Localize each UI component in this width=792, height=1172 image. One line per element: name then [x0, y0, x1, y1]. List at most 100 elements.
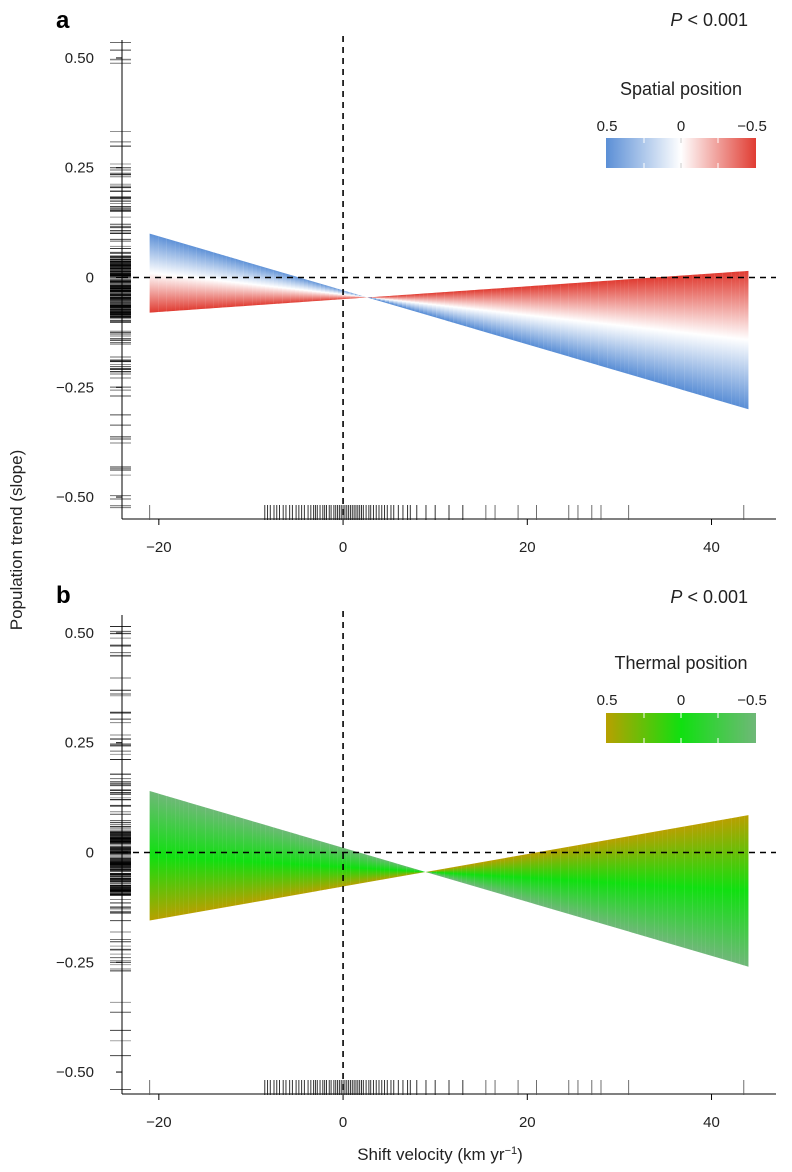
fan-segment [158, 236, 163, 313]
fan-segment [363, 853, 368, 883]
fan-segment [286, 273, 291, 304]
fan-segment [508, 287, 514, 341]
fan-segment [367, 855, 373, 883]
fan-segment [726, 272, 732, 405]
fan-segment [521, 286, 527, 345]
fan-segment [179, 799, 184, 916]
fan-segment [389, 861, 394, 879]
fan-segment [295, 833, 300, 895]
fan-segment [205, 249, 210, 309]
fan-segment [166, 238, 172, 312]
fan-segment [303, 278, 308, 302]
fan-segment [632, 834, 638, 935]
p-value-a-symbol: P [670, 10, 682, 30]
fan-segment [312, 281, 317, 302]
fan-segment [470, 863, 475, 887]
legend-tick-b-low: −0.5 [737, 692, 767, 709]
fan-segment [427, 292, 432, 317]
fan-segment [457, 865, 462, 883]
fan-segment [620, 836, 625, 931]
fan-segment [650, 831, 655, 940]
fan-segment [491, 288, 497, 336]
fan-segment [551, 849, 557, 911]
fan-segment [248, 819, 253, 904]
fan-segment [393, 862, 398, 878]
fan-segment [744, 270, 749, 410]
fan-segment [376, 296, 381, 302]
y-tick-label: 0 [86, 845, 94, 862]
fan-segment [406, 294, 411, 311]
fan-segment [397, 863, 403, 877]
fan-segment [423, 293, 428, 316]
fan-segment [709, 273, 715, 400]
fan-segment [697, 823, 702, 953]
fan-segment [346, 848, 351, 886]
fan-segment [453, 866, 458, 882]
legend-tick-b-high: 0.5 [597, 692, 618, 709]
fan-segment [701, 273, 706, 397]
fan-segment [188, 802, 193, 914]
legend-tick-b-mid: 0 [677, 692, 685, 709]
fan-segment [316, 839, 321, 892]
fan-segment [624, 836, 629, 932]
fan-segment [483, 861, 488, 891]
fan-segment [149, 233, 154, 313]
fan-segment [171, 239, 176, 312]
fan-segment [256, 264, 261, 306]
fan-segment [658, 830, 663, 942]
fan-segment [427, 870, 432, 874]
fan-segment [628, 835, 633, 933]
fan-segment [688, 274, 693, 393]
p-value-b: P < 0.001 [670, 587, 748, 607]
fan-segment [260, 823, 266, 901]
fan-segment [260, 266, 266, 305]
fan-segment [273, 827, 279, 899]
fan-segment [213, 252, 219, 309]
fan-segment [431, 292, 437, 318]
fan-segment [474, 862, 480, 888]
fan-segment [739, 815, 745, 966]
fan-segment [500, 858, 505, 896]
fan-segment [573, 845, 578, 917]
fan-segment [607, 280, 612, 370]
fan-segment [149, 791, 154, 921]
fan-segment [389, 295, 394, 306]
fan-segment [307, 837, 313, 893]
fan-segment [534, 852, 539, 906]
fan-segment [410, 294, 415, 312]
fan-segment [192, 246, 197, 310]
fan-segment [350, 292, 356, 299]
fan-segment [722, 272, 728, 403]
fan-segment [679, 275, 685, 391]
fan-segment [316, 282, 321, 302]
fan-segment [282, 829, 287, 898]
y-tick-label: 0.25 [65, 735, 94, 752]
fan-segment [444, 867, 450, 879]
fan-segment [440, 868, 445, 878]
fan-segment [384, 860, 390, 880]
x-tick-label: 20 [519, 539, 536, 556]
fan-segment [590, 842, 595, 922]
fan-segment [564, 283, 569, 357]
fan-segment [662, 276, 668, 386]
p-value-b-text: < 0.001 [682, 587, 748, 607]
fan-segment [684, 275, 689, 392]
fan-segment [726, 818, 732, 962]
fan-segment [354, 293, 360, 299]
fan-segment [252, 263, 257, 306]
fan-segment [517, 286, 522, 343]
fan-segment [543, 284, 548, 351]
fan-segment [414, 293, 420, 313]
fan-segment [620, 279, 625, 373]
fan-segment [175, 798, 180, 917]
fan-segment [299, 834, 304, 895]
fan-segment [461, 864, 467, 884]
fan-segment [508, 856, 514, 898]
y-tick-label: 0.50 [65, 625, 94, 642]
fan-segment [739, 271, 745, 408]
y-tick-label: 0.25 [65, 160, 94, 177]
fan-segment [419, 293, 424, 314]
fan-segment [538, 851, 544, 907]
fan-segment [577, 282, 582, 361]
